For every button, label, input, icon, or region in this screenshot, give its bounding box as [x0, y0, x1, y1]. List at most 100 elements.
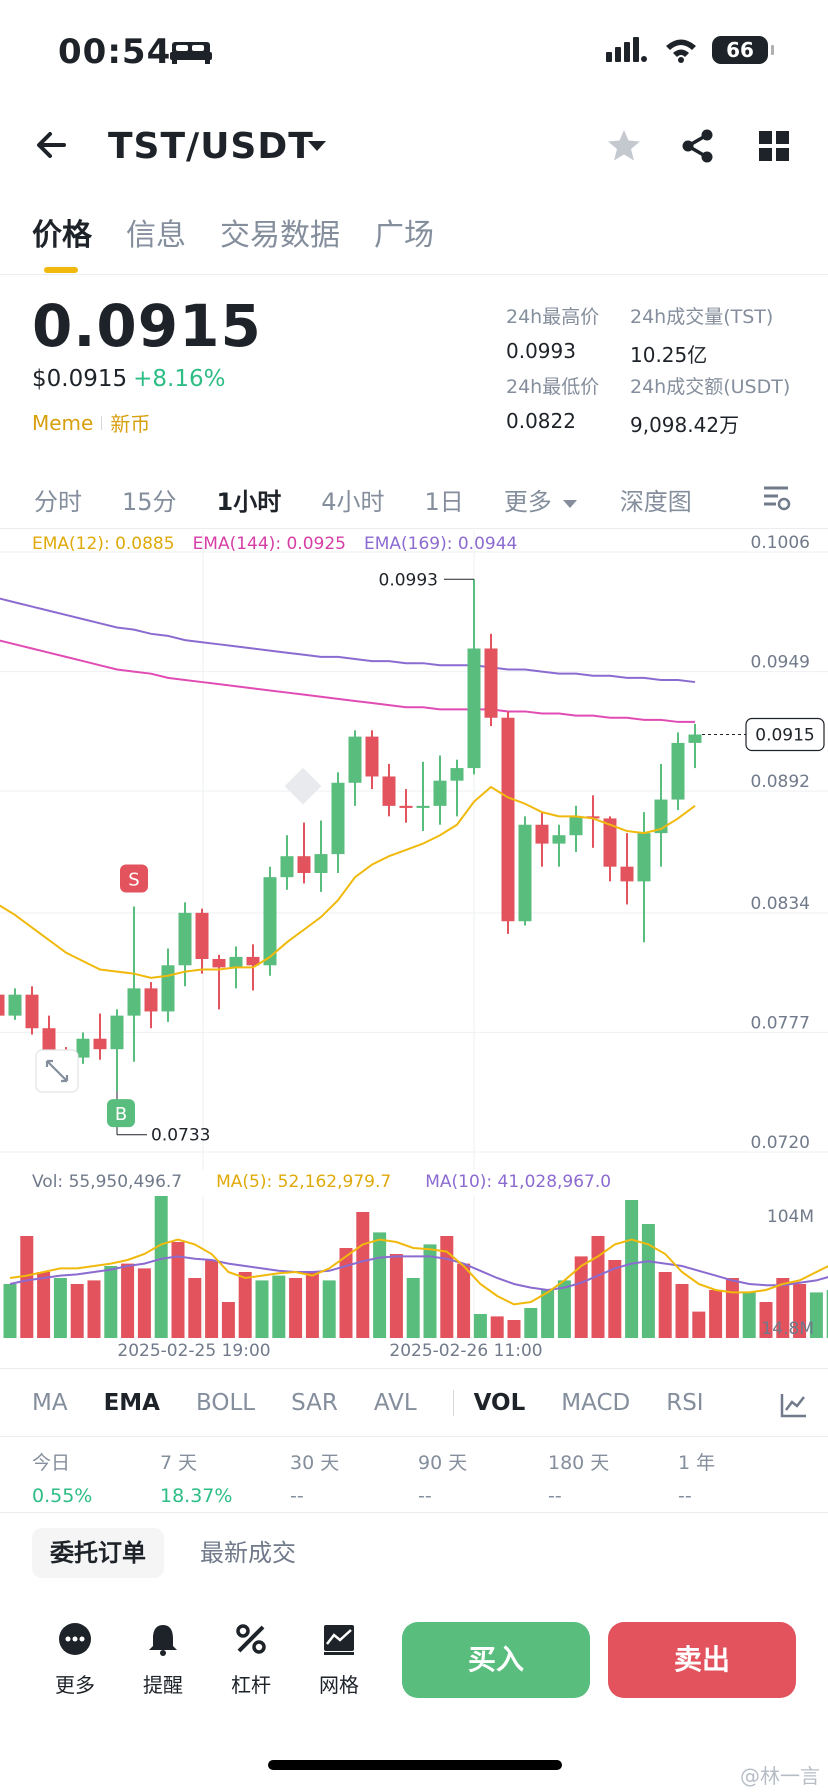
indicator-vol[interactable]: VOL [473, 1390, 526, 1416]
candle-body [161, 965, 175, 1012]
indicator-rsi[interactable]: RSI [666, 1390, 704, 1416]
candle-body [280, 856, 294, 878]
tab-open-orders[interactable]: 委托订单 [32, 1528, 164, 1578]
interval-1d[interactable]: 1日 [424, 488, 464, 516]
candle-body [42, 1028, 56, 1056]
indicator-ma[interactable]: MA [32, 1390, 68, 1416]
x-tick-label: 2025-02-25 19:00 [117, 1341, 270, 1356]
stat-label: 24h最高价 [506, 306, 600, 328]
grid-trading-button[interactable]: 网格 [304, 1622, 374, 1698]
back-arrow-icon[interactable] [34, 130, 68, 160]
candle-body [484, 648, 498, 718]
volume-bar [541, 1290, 555, 1338]
tab-square[interactable]: 广场 [374, 218, 434, 253]
candle-body [178, 912, 192, 966]
ema144-value: 0.0925 [286, 534, 346, 554]
volume-y-tick: 104M [767, 1207, 814, 1227]
coin-tags: Meme 新币 [32, 408, 150, 437]
volume-bar [20, 1236, 34, 1338]
stat-label: 24h最低价 [506, 376, 600, 398]
indicator-macd[interactable]: MACD [561, 1390, 631, 1416]
interval-4h[interactable]: 4小时 [321, 488, 385, 516]
candlestick-chart[interactable]: 0.1006 0.0949 0.0892 0.0834 0.0777 0.0720 0.09… [0, 530, 828, 1170]
tag-meme[interactable]: Meme [32, 410, 94, 435]
volume-bar [625, 1200, 639, 1338]
perf-label: 今日 [32, 1452, 71, 1474]
candle-body [467, 648, 481, 769]
price-change: +8.16% [133, 366, 226, 392]
watermark: @林一言 [740, 1764, 820, 1788]
y-tick-label: 0.1006 [751, 533, 810, 553]
candle-body [501, 717, 515, 922]
tab-latest-trades[interactable]: 最新成交 [200, 1539, 296, 1567]
alert-button[interactable]: 提醒 [128, 1622, 198, 1698]
indicator-sar[interactable]: SAR [291, 1390, 338, 1416]
ema169-legend: EMA(169): 0.0944 [363, 534, 518, 554]
candle-body [0, 994, 5, 1016]
candle-body [297, 856, 311, 873]
interval-time[interactable]: 分时 [34, 488, 82, 516]
candle-body [229, 956, 243, 968]
candle-body [195, 912, 209, 959]
volume-bar [440, 1236, 454, 1338]
tag-new-coin[interactable]: 新币 [110, 412, 151, 436]
perf-value: -- [290, 1485, 304, 1507]
exchange-watermark-logo [284, 767, 322, 805]
ema169-name: EMA(169) [363, 534, 447, 554]
candle-body [348, 736, 362, 783]
perf-label: 1 年 [678, 1452, 716, 1474]
cellular-signal-icon [606, 37, 647, 62]
volume-bar [725, 1278, 739, 1338]
perf-value: 18.37% [160, 1485, 233, 1507]
volume-bar [154, 1196, 168, 1338]
buy-button[interactable]: 买入 [402, 1622, 590, 1698]
grid-menu-icon[interactable] [758, 130, 790, 162]
candle-body [433, 780, 447, 806]
pair-dropdown-icon[interactable] [306, 138, 328, 154]
volume-bar [356, 1212, 370, 1338]
perf-label: 90 天 [418, 1452, 468, 1474]
perf-value: -- [548, 1485, 562, 1507]
ema169-line [0, 597, 696, 684]
favorite-star-icon[interactable] [606, 128, 642, 162]
volume-ma10-line [9, 1255, 828, 1292]
volume-bar [641, 1224, 655, 1338]
stat-24h-turnover: 24h成交额(USDT) 9,098.42万 [630, 372, 790, 438]
sell-signal-badge [120, 864, 148, 893]
volume-bar [742, 1292, 756, 1338]
volume-chart[interactable]: 104M 14.8M 2025-02-25 19:00 2025-02-26 11:0… [0, 1196, 828, 1356]
candle-body [620, 866, 634, 882]
interval-1h[interactable]: 1小时 [216, 488, 282, 516]
y-tick-label: 0.0720 [751, 1133, 810, 1153]
candle-body [416, 805, 430, 808]
indicator-avl[interactable]: AVL [373, 1390, 417, 1416]
volume-bar [53, 1278, 67, 1338]
volume-bar [675, 1284, 689, 1338]
candle-body [552, 835, 566, 844]
interval-15m[interactable]: 15分 [122, 488, 177, 516]
tab-info[interactable]: 信息 [126, 218, 186, 253]
perf-90d: 90 天 -- [418, 1448, 467, 1507]
chart-settings-icon[interactable] [762, 484, 792, 512]
perf-value: -- [678, 1485, 692, 1507]
leverage-button[interactable]: 杠杆 [216, 1622, 286, 1698]
tab-price[interactable]: 价格 [32, 218, 92, 253]
ema-legend: EMA(12): 0.0885 EMA(144): 0.0925 EMA(169… [32, 534, 517, 554]
pair-title[interactable]: TST/USDT [108, 126, 314, 167]
tab-trading-data[interactable]: 交易数据 [220, 218, 340, 253]
ema12-value: 0.0885 [115, 534, 175, 554]
volume-bar [793, 1284, 807, 1338]
indicator-ema[interactable]: EMA [103, 1390, 160, 1416]
depth-chart-tab[interactable]: 深度图 [619, 488, 692, 516]
divider [0, 1436, 828, 1437]
volume-value: Vol: 55,950,496.7 [32, 1172, 183, 1192]
sell-button[interactable]: 卖出 [608, 1622, 796, 1698]
indicator-boll[interactable]: BOLL [195, 1390, 256, 1416]
more-button[interactable]: 更多 [40, 1622, 110, 1698]
home-indicator [268, 1760, 562, 1770]
volume-bar [221, 1302, 235, 1338]
share-icon[interactable] [680, 128, 716, 164]
indicator-settings-icon[interactable] [780, 1392, 808, 1418]
volume-ma5: MA(5): 52,162,979.7 [216, 1172, 392, 1192]
interval-more[interactable]: 更多 [504, 482, 578, 517]
